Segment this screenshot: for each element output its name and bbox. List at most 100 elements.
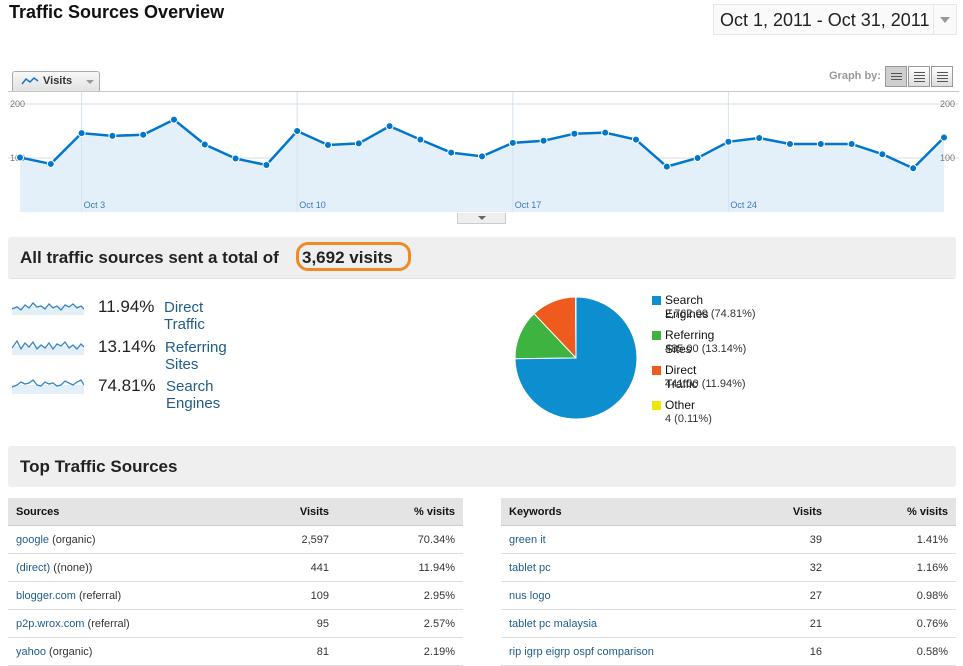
sources-table: Sources Visits % visits google (organic)… — [8, 498, 463, 666]
data-point — [294, 128, 301, 135]
pct-cell: 11.94% — [337, 554, 463, 582]
table-row: tablet pc malaysia 21 0.76% — [501, 610, 956, 638]
data-point — [756, 135, 763, 142]
data-point — [263, 162, 270, 169]
source-medium: (referral) — [84, 618, 129, 630]
search-engines-link[interactable]: Search Engines — [166, 378, 220, 412]
legend-value: 441.00 (11.94%) — [665, 378, 746, 390]
visits-cell: 81 — [241, 638, 337, 666]
legend-swatch — [652, 296, 661, 305]
source-link[interactable]: google — [16, 534, 49, 546]
graph-by-month-button[interactable] — [931, 66, 953, 87]
pct-cell: 1.16% — [830, 554, 956, 582]
y-axis-label-right: 200 — [940, 99, 955, 109]
x-axis-label: Oct 10 — [299, 200, 326, 210]
col-header-pct[interactable]: % visits — [830, 498, 956, 526]
pct-cell: 0.76% — [830, 610, 956, 638]
total-visits: 3,692 visits — [302, 248, 393, 268]
pct-cell: 2.95% — [337, 582, 463, 610]
data-point — [694, 155, 701, 162]
pct-cell: 0.98% — [830, 582, 956, 610]
table-row: google (organic) 2,597 70.34% — [8, 526, 463, 554]
data-point — [479, 153, 486, 160]
pct-cell: 1.41% — [830, 526, 956, 554]
graph-by-week-button[interactable] — [908, 66, 930, 87]
table-row: tablet pc 32 1.16% — [501, 554, 956, 582]
data-point — [386, 123, 393, 130]
visits-cell: 32 — [734, 554, 830, 582]
data-point — [540, 137, 547, 144]
col-header-keywords[interactable]: Keywords — [501, 498, 734, 526]
date-range-picker[interactable]: Oct 1, 2011 - Oct 31, 2011 — [713, 4, 957, 35]
data-point — [910, 165, 917, 172]
source-link[interactable]: p2p.wrox.com — [16, 618, 84, 630]
legend-name: Other — [665, 398, 695, 412]
col-header-visits[interactable]: Visits — [241, 498, 337, 526]
source-link[interactable]: yahoo — [16, 646, 46, 658]
data-point — [47, 160, 54, 167]
data-point — [787, 140, 794, 147]
summary-text: All traffic sources sent a total of — [20, 248, 279, 268]
pct-cell: 70.34% — [337, 526, 463, 554]
legend-value: 485.00 (13.14%) — [665, 343, 746, 355]
keyword-link[interactable]: tablet pc — [509, 562, 551, 574]
data-point — [140, 131, 147, 138]
data-point — [879, 151, 886, 158]
data-point — [201, 141, 208, 148]
table-row: yahoo (organic) 81 2.19% — [8, 638, 463, 666]
col-header-sources[interactable]: Sources — [8, 498, 241, 526]
data-point — [509, 139, 516, 146]
summary-pct: 11.94% — [98, 297, 154, 317]
metric-selector-tab[interactable]: Visits — [12, 71, 100, 91]
keyword-link[interactable]: rip igrp eigrp ospf comparison — [509, 646, 654, 658]
visits-cell: 16 — [734, 638, 830, 666]
legend-swatch — [652, 331, 661, 340]
source-medium: (referral) — [76, 590, 121, 602]
visits-cell: 441 — [241, 554, 337, 582]
keyword-link[interactable]: tablet pc malaysia — [509, 618, 597, 630]
direct-traffic-link[interactable]: Direct Traffic — [164, 299, 205, 333]
data-point — [109, 132, 116, 139]
col-header-visits[interactable]: Visits — [734, 498, 830, 526]
date-range-text: Oct 1, 2011 - Oct 31, 2011 — [720, 10, 929, 31]
legend-value: 4 (0.11%) — [665, 413, 712, 425]
graph-by-day-button[interactable] — [885, 66, 907, 87]
top-traffic-sources-header: Top Traffic Sources — [8, 446, 956, 487]
source-medium: ((none)) — [50, 562, 92, 574]
chevron-down-icon[interactable] — [933, 5, 956, 34]
data-point — [355, 140, 362, 147]
page-title: Traffic Sources Overview — [9, 2, 224, 23]
source-link[interactable]: (direct) — [16, 562, 50, 574]
line-chart-icon — [21, 76, 39, 86]
data-point — [448, 149, 455, 156]
traffic-pie-chart — [510, 292, 642, 424]
x-axis-label: Oct 17 — [515, 200, 542, 210]
area-fill — [20, 120, 944, 212]
referring-sites-link[interactable]: Referring Sites — [165, 339, 227, 373]
keyword-link[interactable]: green it — [509, 534, 546, 546]
data-point — [325, 142, 332, 149]
data-point — [171, 116, 178, 123]
data-point — [663, 163, 670, 170]
source-medium: (organic) — [46, 646, 92, 658]
summary-pct: 13.14% — [98, 337, 156, 357]
legend-value: 2,762.00 (74.81%) — [665, 308, 756, 320]
legend-swatch — [652, 366, 661, 375]
keyword-link[interactable]: nus logo — [509, 590, 551, 602]
caret-down-icon — [86, 80, 94, 84]
graph-by-label: Graph by: — [829, 70, 881, 82]
data-point — [571, 130, 578, 137]
table-row: rip igrp eigrp ospf comparison 16 0.58% — [501, 638, 956, 666]
sparkline-icon — [12, 297, 84, 315]
collapse-graph-button[interactable] — [457, 213, 506, 224]
table-row: (direct) ((none)) 441 11.94% — [8, 554, 463, 582]
table-header-row: Keywords Visits % visits — [501, 498, 956, 526]
summary-bar: All traffic sources sent a total of 3,69… — [8, 237, 956, 279]
keywords-table: Keywords Visits % visits green it 39 1.4… — [501, 498, 956, 666]
col-header-pct[interactable]: % visits — [337, 498, 463, 526]
source-link[interactable]: blogger.com — [16, 590, 76, 602]
table-row: blogger.com (referral) 109 2.95% — [8, 582, 463, 610]
x-axis-label: Oct 3 — [84, 200, 106, 210]
